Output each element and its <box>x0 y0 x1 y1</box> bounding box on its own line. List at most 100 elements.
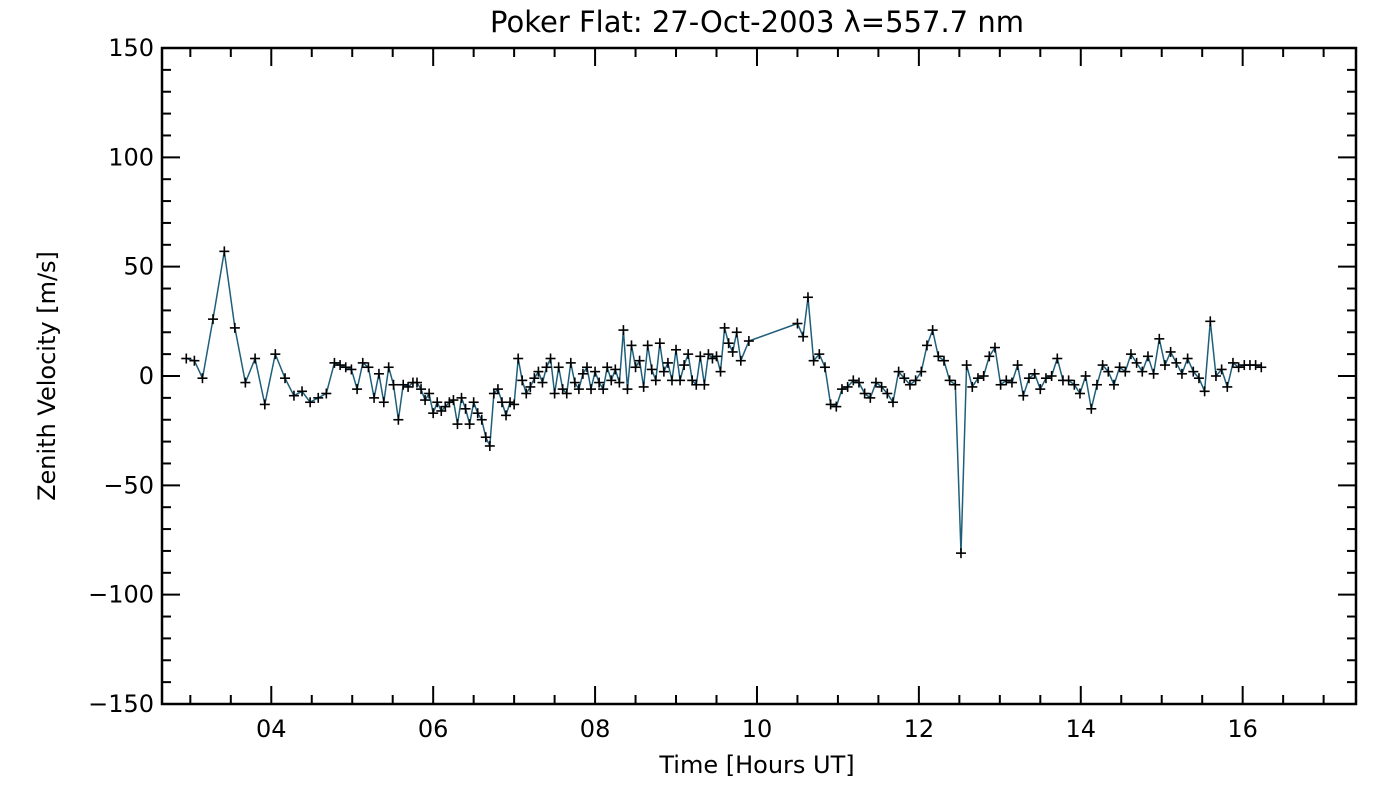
x-tick-label: 12 <box>904 715 935 743</box>
data-point <box>1125 349 1136 360</box>
data-point <box>876 381 887 392</box>
data-point <box>1148 368 1159 379</box>
data-point <box>944 375 955 386</box>
data-point <box>1063 375 1074 386</box>
data-point <box>383 362 394 373</box>
data-point <box>1182 353 1193 364</box>
data-point <box>808 355 819 366</box>
data-point <box>189 355 200 366</box>
data-point <box>598 384 609 395</box>
data-point <box>480 432 491 443</box>
data-point <box>626 340 637 351</box>
data-point <box>229 322 240 333</box>
y-tick-label: 100 <box>108 143 154 171</box>
data-point <box>1256 362 1267 373</box>
data-point <box>699 379 710 390</box>
data-point <box>831 401 842 412</box>
data-point <box>938 355 949 366</box>
data-point <box>1086 403 1097 414</box>
data-point <box>1222 381 1233 392</box>
y-axis: −150 −100 −50 0 50 100 150 <box>88 34 1356 718</box>
x-axis-label: Time [Hours UT] <box>658 751 854 779</box>
data-point <box>329 357 340 368</box>
plot-frame <box>160 46 1358 706</box>
x-tick-label: 04 <box>256 715 287 743</box>
data-point <box>346 364 357 375</box>
data-point <box>882 388 893 399</box>
x-tick-label: 14 <box>1065 715 1096 743</box>
data-point <box>501 410 512 421</box>
data-point <box>1023 373 1034 384</box>
data-point <box>1046 371 1057 381</box>
data-point <box>416 384 427 395</box>
data-point <box>428 408 439 419</box>
data-point <box>240 377 251 388</box>
data-point <box>955 548 966 559</box>
data-point <box>610 364 621 375</box>
data-point <box>921 340 932 351</box>
y-tick-label: 50 <box>123 253 154 281</box>
data-point <box>1035 384 1046 395</box>
data-point <box>1069 379 1080 390</box>
y-tick-label: −150 <box>88 690 154 718</box>
data-point <box>825 399 836 410</box>
data-point <box>411 377 422 388</box>
data-point <box>513 353 524 364</box>
data-point <box>1205 316 1216 327</box>
data-point <box>842 381 853 392</box>
data-point <box>814 349 825 360</box>
data-point <box>1165 346 1176 357</box>
x-tick-label: 06 <box>418 715 449 743</box>
data-point <box>197 373 208 384</box>
data-point <box>357 357 368 368</box>
data-point <box>642 340 653 351</box>
data-point <box>517 375 528 386</box>
data-point <box>662 357 673 368</box>
data-point <box>719 322 730 333</box>
data-point <box>1233 362 1244 373</box>
data-point <box>537 377 548 388</box>
data-point <box>916 366 927 377</box>
data-point <box>1120 366 1131 377</box>
x-tick-label: 08 <box>580 715 611 743</box>
x-tick-label: 10 <box>742 715 773 743</box>
data-point <box>452 419 463 430</box>
data-point <box>865 392 876 403</box>
data-point <box>984 351 995 362</box>
data-point <box>1210 371 1221 381</box>
data-point <box>363 362 374 373</box>
data-point <box>581 362 592 373</box>
data-point <box>456 392 467 403</box>
data-point <box>1137 366 1148 377</box>
data-point <box>259 399 270 410</box>
data-point <box>1199 386 1210 397</box>
data-point <box>978 371 989 381</box>
data-point <box>1159 360 1170 371</box>
data-point <box>529 373 540 384</box>
series-lines <box>186 250 1262 554</box>
data-point <box>735 355 746 366</box>
data-point <box>904 379 915 390</box>
data-point <box>1114 362 1125 373</box>
data-point <box>533 366 544 377</box>
data-point <box>618 325 629 336</box>
data-point <box>388 379 399 390</box>
data-point <box>638 381 649 392</box>
data-point <box>870 377 881 388</box>
data-point <box>1142 351 1153 362</box>
data-point <box>950 379 961 390</box>
data-point <box>565 357 576 368</box>
data-point <box>393 414 404 425</box>
data-point <box>432 397 443 408</box>
data-point <box>586 384 597 395</box>
data-point <box>723 338 734 349</box>
data-point <box>1176 368 1187 379</box>
x-tick-label: 16 <box>1227 715 1258 743</box>
data-point <box>594 377 605 388</box>
data-point <box>1097 360 1108 371</box>
data-point <box>1012 360 1023 371</box>
data-point <box>1029 368 1040 379</box>
data-point <box>270 349 281 360</box>
data-point <box>727 346 738 357</box>
data-point <box>602 362 613 373</box>
